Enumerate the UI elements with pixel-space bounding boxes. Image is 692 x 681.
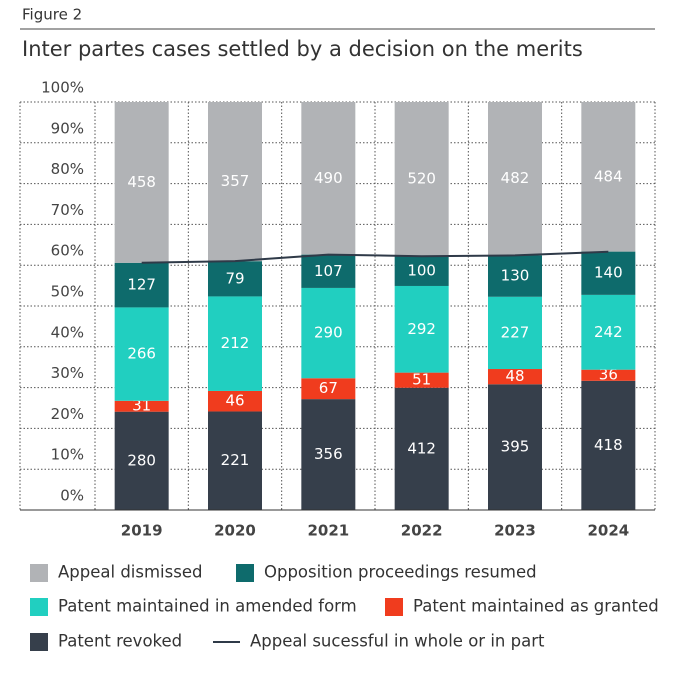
bar-segment <box>301 399 356 510</box>
segment-label: 490 <box>314 169 343 187</box>
bar-segment <box>581 369 636 381</box>
segment-label: 140 <box>594 264 623 282</box>
segment-label: 280 <box>127 451 156 469</box>
bar-segment <box>581 102 636 252</box>
bar-segment <box>208 296 262 391</box>
bar-segment <box>114 307 169 401</box>
bar-segment <box>208 411 262 510</box>
x-tick-label: 2022 <box>401 522 443 540</box>
legend-label: Patent revoked <box>58 632 182 651</box>
bar-segment <box>114 102 169 263</box>
y-tick-label: 70% <box>51 201 84 219</box>
bar-segment <box>581 294 636 370</box>
x-tick-label: 2019 <box>121 522 163 540</box>
segment-label: 242 <box>594 323 623 341</box>
y-tick-label: 40% <box>51 323 84 341</box>
segment-label: 212 <box>221 334 250 352</box>
bar-segment <box>488 255 542 297</box>
chart-title: Inter partes cases settled by a decision… <box>22 37 583 61</box>
y-tick-label: 0% <box>60 487 84 505</box>
bar-segment <box>394 285 449 373</box>
bar-segment <box>581 251 636 295</box>
legend-label: Patent maintained in amended form <box>58 597 357 616</box>
segment-label: 418 <box>594 436 623 454</box>
bar-segment <box>301 287 356 379</box>
legend-swatch <box>385 598 403 616</box>
segment-label: 482 <box>501 169 530 187</box>
bar-segment <box>394 387 449 510</box>
bar-segment <box>301 254 356 288</box>
segment-label: 458 <box>127 173 156 191</box>
segment-label: 356 <box>314 445 343 463</box>
segment-label: 290 <box>314 324 343 342</box>
legend-swatch <box>30 598 48 616</box>
legend-swatch <box>30 564 48 582</box>
bar-segment <box>394 102 449 257</box>
bar-segment <box>394 256 449 286</box>
segment-label: 412 <box>407 439 436 457</box>
bar-segment <box>394 372 449 388</box>
bar-segment <box>301 378 356 400</box>
bar-segment <box>114 262 169 308</box>
legend-label: Appeal dismissed <box>58 563 202 582</box>
x-tick-label: 2024 <box>587 522 629 540</box>
segment-label: 79 <box>225 269 244 287</box>
segment-label: 292 <box>407 320 436 338</box>
segment-label: 266 <box>127 345 156 363</box>
bar-segment <box>208 390 262 412</box>
segment-label: 46 <box>225 392 244 410</box>
legend-label: Patent maintained as granted <box>413 597 659 616</box>
legend-swatch <box>236 564 254 582</box>
line-series <box>141 250 609 264</box>
bar-segment <box>208 261 262 297</box>
bar-segment <box>488 102 542 256</box>
y-tick-label: 50% <box>51 283 84 301</box>
segment-label: 227 <box>501 323 530 341</box>
y-tick-label: 80% <box>51 160 84 178</box>
bar-segment <box>488 369 542 385</box>
x-tick-label: 2023 <box>494 522 536 540</box>
y-tick-label: 20% <box>51 405 84 423</box>
segment-label: 51 <box>412 371 431 389</box>
segment-label: 36 <box>599 366 618 384</box>
bar-segment <box>114 400 169 412</box>
segment-label: 357 <box>221 172 250 190</box>
bar-segment <box>208 102 262 262</box>
x-tick-label: 2021 <box>307 522 349 540</box>
segment-label: 107 <box>314 262 343 280</box>
bar-segment <box>114 411 169 510</box>
y-tick-label: 30% <box>51 364 84 382</box>
legend-label: Appeal sucessful in whole or in part <box>250 632 545 651</box>
segment-label: 484 <box>594 167 623 185</box>
x-tick-label: 2020 <box>214 522 256 540</box>
legend-swatch <box>30 633 48 651</box>
y-tick-label: 60% <box>51 242 84 260</box>
segment-label: 221 <box>221 451 250 469</box>
bar-segment <box>488 384 542 510</box>
segment-label: 100 <box>407 262 436 280</box>
y-tick-label: 10% <box>51 446 84 464</box>
segment-label: 395 <box>501 438 530 456</box>
segment-label: 48 <box>505 367 524 385</box>
bar-segment <box>581 380 636 510</box>
segment-label: 67 <box>319 379 338 397</box>
y-tick-label: 100% <box>41 79 84 97</box>
bar-segment <box>301 102 356 255</box>
segment-label: 127 <box>127 276 156 294</box>
legend-label: Opposition proceedings resumed <box>264 563 537 582</box>
segment-label: 130 <box>501 267 530 285</box>
y-tick-label: 90% <box>51 119 84 137</box>
segment-label: 31 <box>132 397 151 415</box>
bar-segment <box>488 296 542 370</box>
segment-label: 520 <box>407 170 436 188</box>
figure-label: Figure 2 <box>22 6 82 24</box>
